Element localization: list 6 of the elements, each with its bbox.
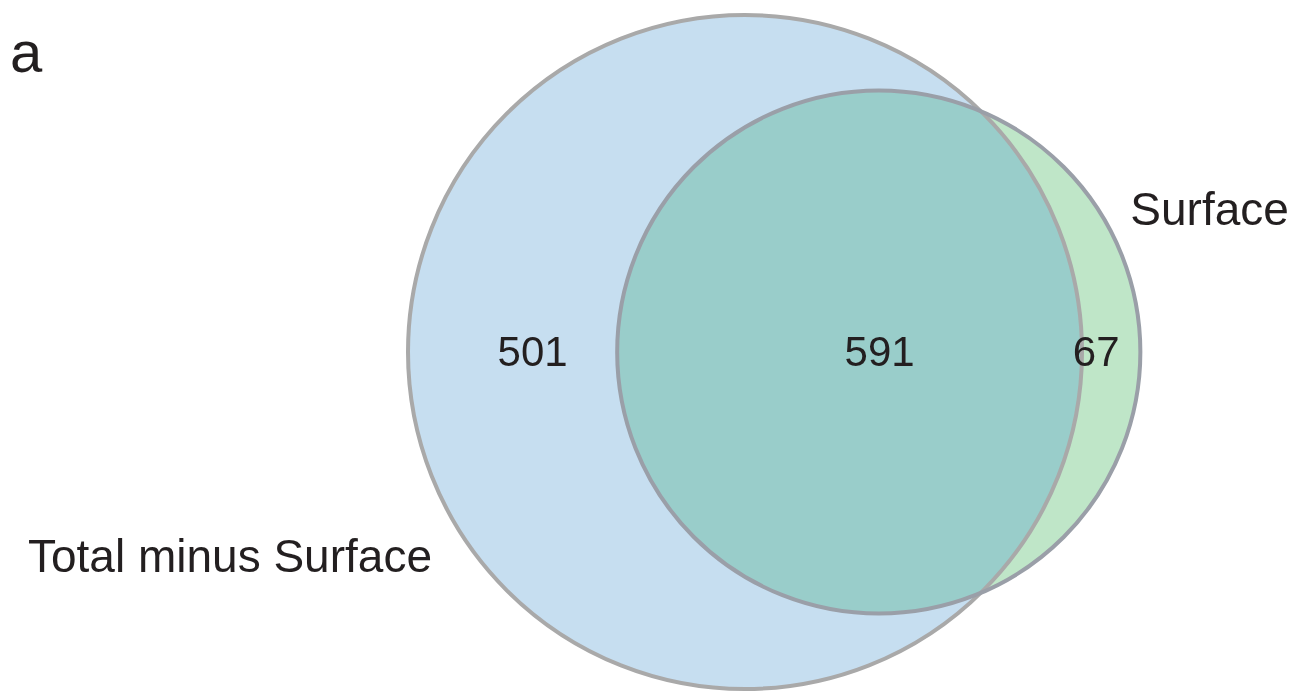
- text: Surface: [1130, 183, 1289, 235]
- text: Total minus Surface: [28, 530, 432, 582]
- data-label: 67: [1072, 328, 1120, 375]
- data-label: 591: [844, 328, 915, 375]
- data-label: 501: [497, 328, 568, 375]
- text: a: [10, 19, 43, 84]
